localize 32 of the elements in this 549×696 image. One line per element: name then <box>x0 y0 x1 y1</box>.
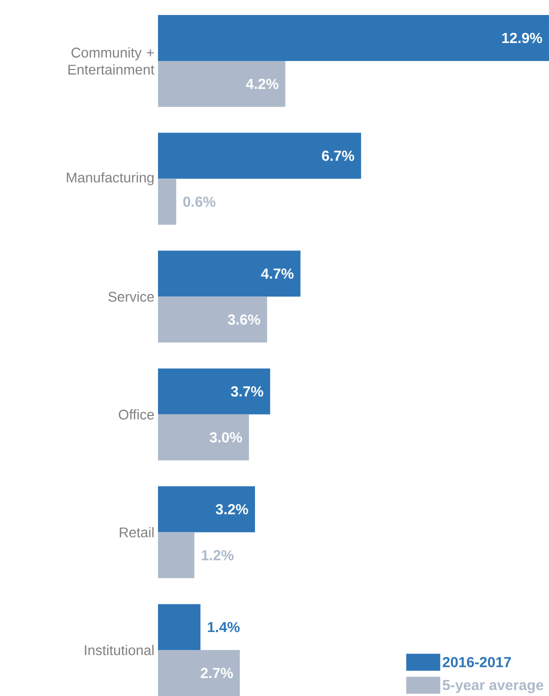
bar <box>158 60 286 107</box>
data-label: 4.2% <box>246 78 278 90</box>
legend-label: 2016-2017 <box>442 656 511 668</box>
bar <box>158 14 549 61</box>
bar <box>158 414 249 460</box>
data-label: 3.7% <box>230 386 264 397</box>
data-label: 1.4% <box>208 622 240 632</box>
y-tick-label: Manufacturing <box>66 172 154 186</box>
data-label: 1.2% <box>202 550 234 560</box>
y-tick-label: Service <box>108 291 154 302</box>
bar <box>158 250 300 297</box>
bar <box>158 650 240 696</box>
y-tick-label: Community + Entertainment <box>68 47 154 75</box>
data-label: 3.0% <box>210 432 242 443</box>
y-tick-label: Office <box>118 409 154 420</box>
bar <box>158 532 194 578</box>
bar <box>158 486 255 532</box>
data-label: 3.2% <box>216 504 248 514</box>
data-label: 2.7% <box>200 668 233 678</box>
data-label: 12.9% <box>502 32 542 44</box>
legend-label: 5-year average <box>442 680 544 694</box>
data-label: 6.7% <box>322 150 354 161</box>
bar <box>158 368 270 414</box>
bar <box>158 178 176 225</box>
data-label: 3.6% <box>228 314 260 325</box>
bar <box>158 296 268 343</box>
y-tick-label: Retail <box>120 527 154 538</box>
y-tick-label: Institutional <box>84 644 154 656</box>
data-label: 0.6% <box>183 196 216 207</box>
data-label: 4.7% <box>261 268 294 279</box>
bar <box>158 132 362 179</box>
bar <box>158 604 200 650</box>
